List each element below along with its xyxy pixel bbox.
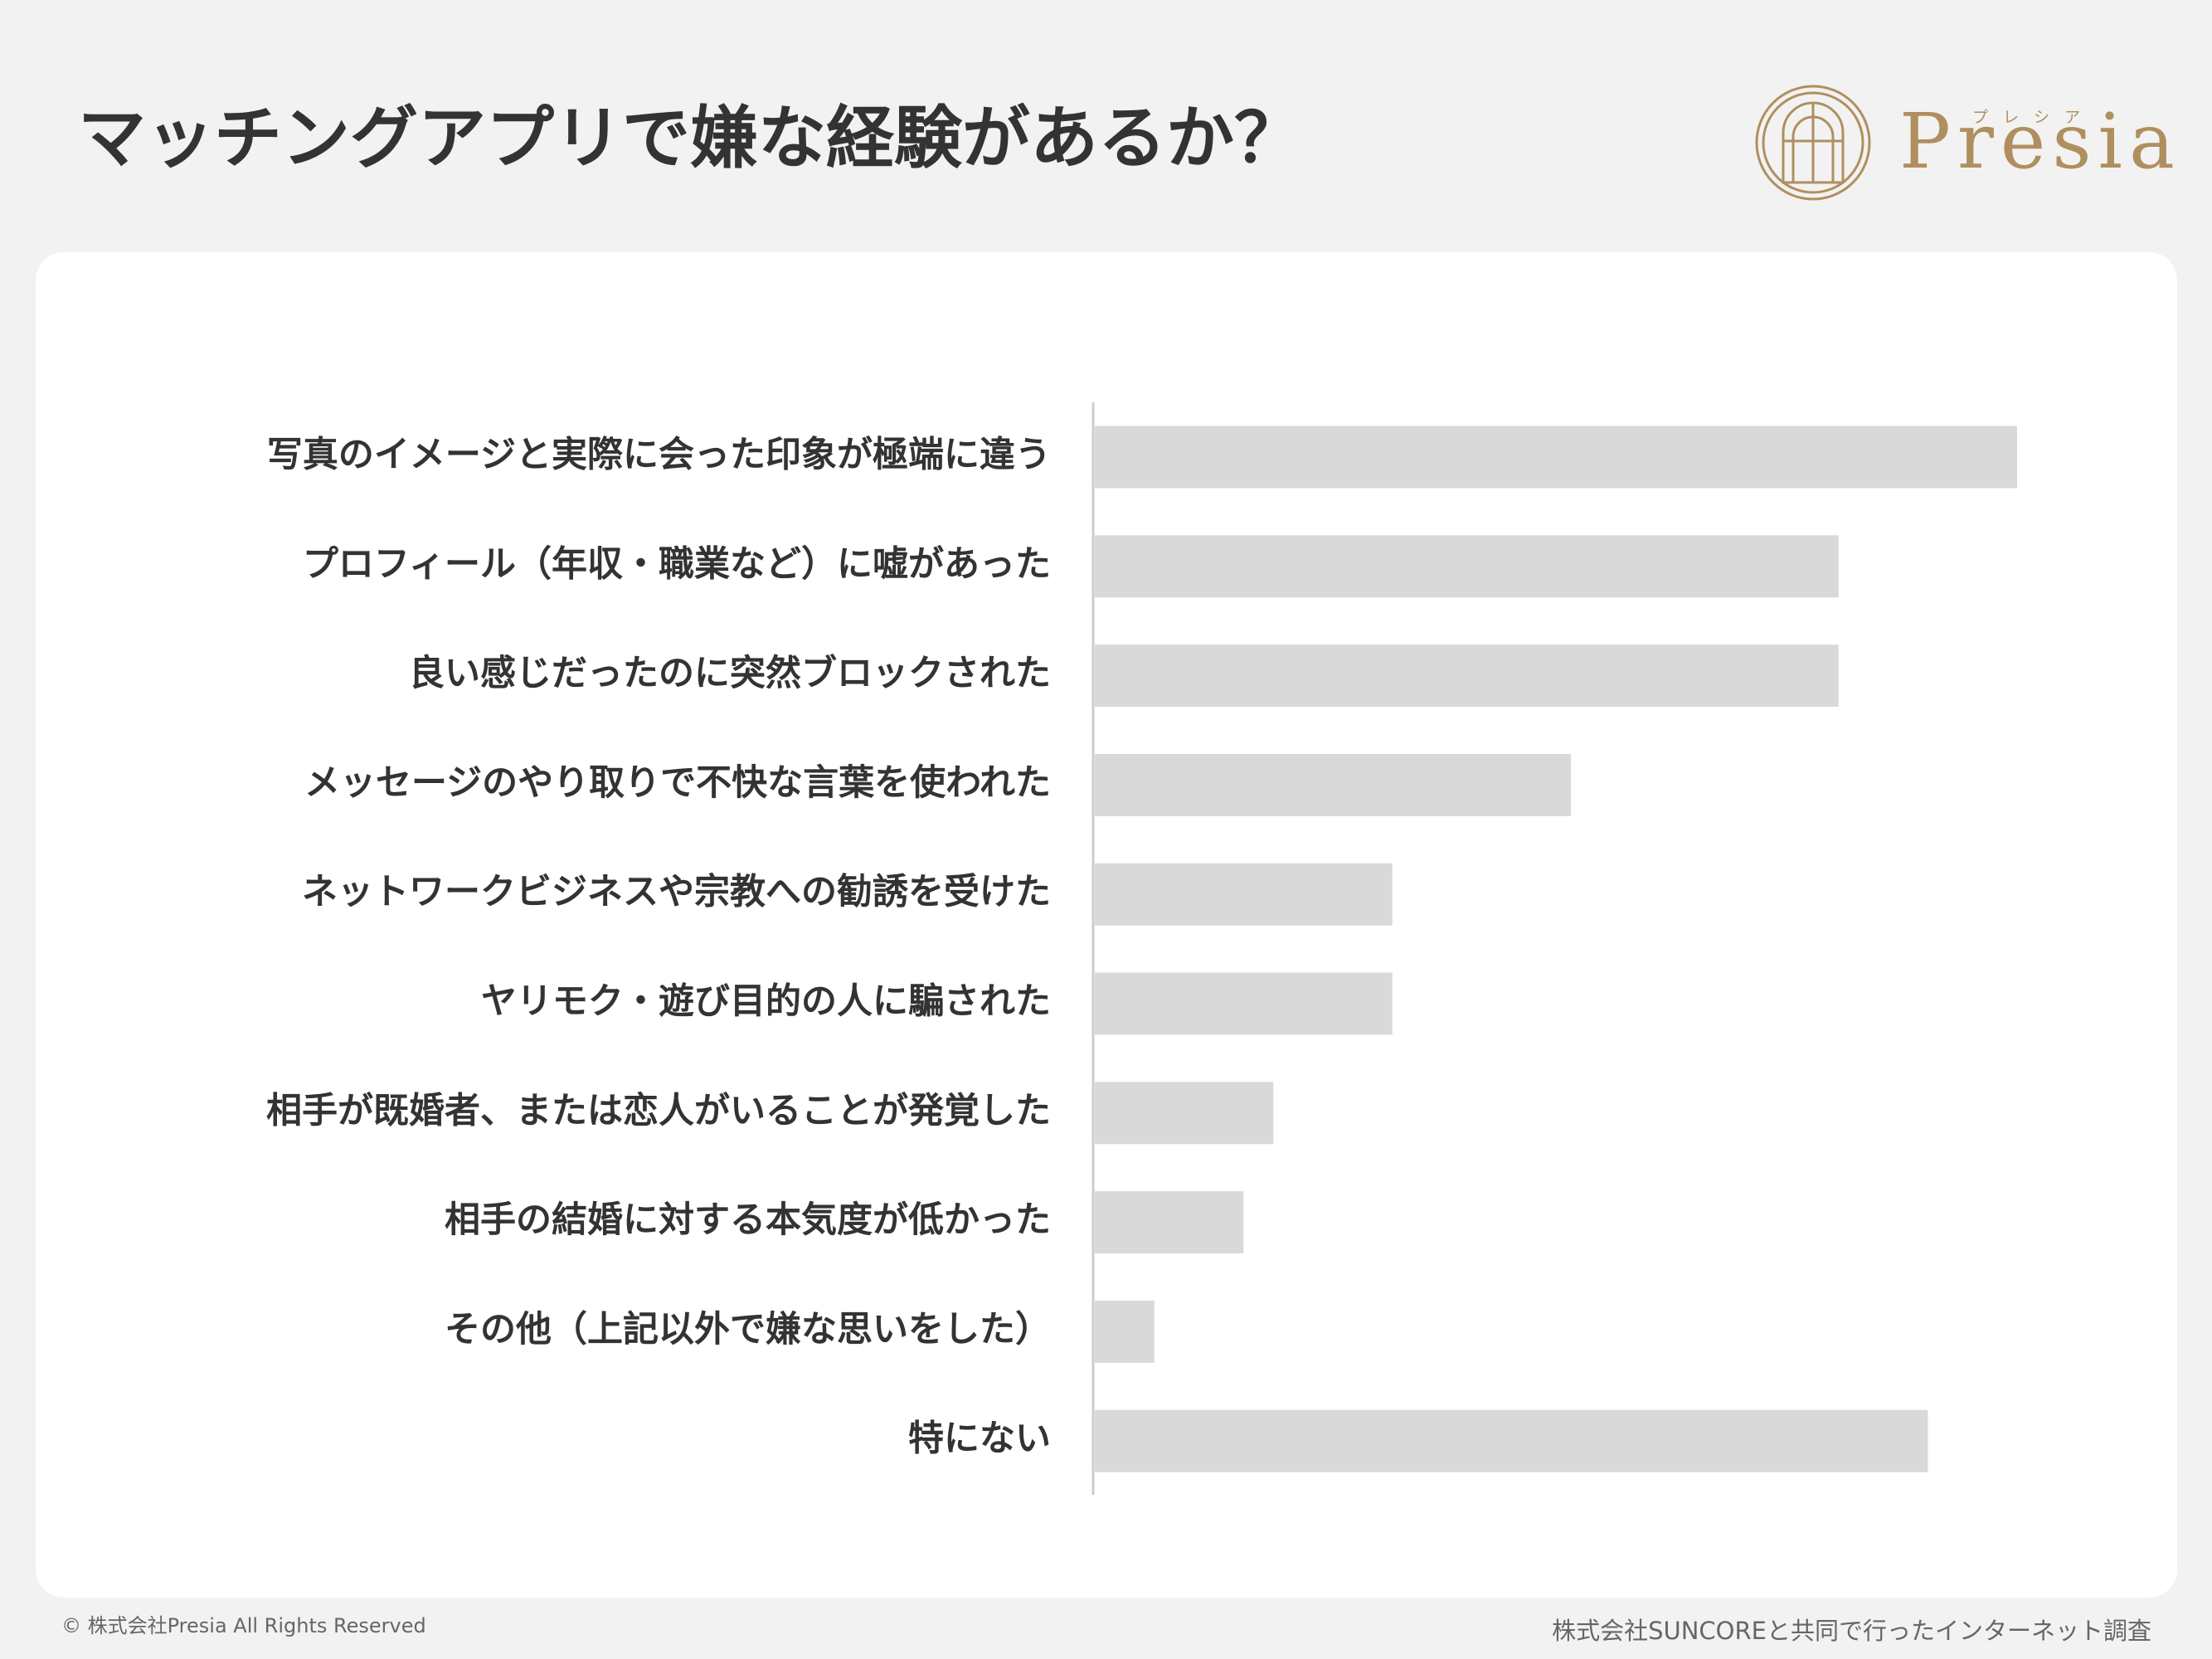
bar <box>1095 753 1571 816</box>
category-label: 写真のイメージと実際に会った印象が極端に違う <box>267 435 1051 476</box>
bar <box>1095 535 1839 598</box>
bar <box>1095 1300 1155 1363</box>
bar <box>1095 1409 1928 1472</box>
copyright: © 株式会社Presia All Rights Reserved <box>61 1614 426 1637</box>
bar <box>1095 1082 1274 1145</box>
category-label: ヤリモク・遊び目的の人に騙された <box>481 981 1051 1023</box>
category-label: 相手の結婚に対する本気度が低かった <box>445 1199 1051 1241</box>
bar <box>1095 863 1393 926</box>
category-label: プロフィール（年収・職業など）に嘘があった <box>303 543 1051 585</box>
source: 株式会社SUNCOREと共同で行ったインターネット調査 <box>1552 1617 2151 1645</box>
category-label: ネットワークビジネスや宗教への勧誘を受けた <box>302 872 1051 913</box>
chart-title: マッチングアプリで嫌な経験があるか？ <box>78 99 1302 178</box>
logo-reading: プレシア <box>1972 109 2095 127</box>
category-label: 良い感じだったのに突然ブロックされた <box>409 653 1051 694</box>
category-label: 相手が既婚者、または恋人がいることが発覚した <box>266 1090 1051 1131</box>
bar <box>1095 426 2017 489</box>
bar <box>1095 972 1393 1035</box>
category-label: メッセージのやり取りで不快な言葉を使われた <box>304 762 1051 804</box>
category-label: 特にない <box>908 1418 1051 1460</box>
logo <box>1755 85 1871 201</box>
bar <box>1095 645 1839 708</box>
category-label: その他（上記以外で嫌な思いをした） <box>445 1309 1051 1350</box>
logo-name: Presia <box>1899 97 2181 186</box>
bar <box>1095 1191 1244 1254</box>
